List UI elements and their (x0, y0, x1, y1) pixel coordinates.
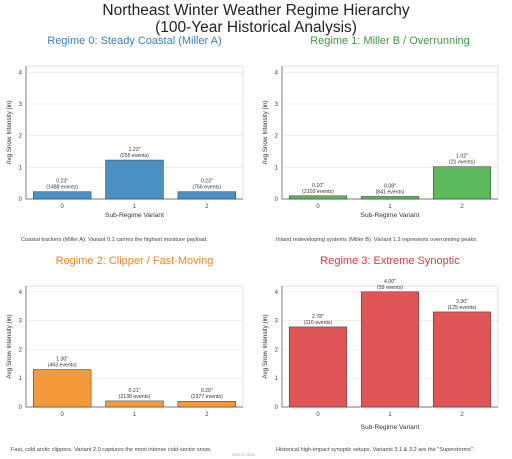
y-tick-label: 0 (19, 405, 23, 411)
y-tick-label: 3 (275, 102, 279, 108)
x-tick-label: 0 (60, 204, 64, 210)
bar-event-label: (2138 events) (119, 394, 151, 400)
bar-event-label: (116 events) (304, 320, 333, 326)
bar-value-label: 0.10" (312, 183, 324, 189)
bar (360, 291, 420, 408)
chart-panel-regime-0: Regime 0: Steady Coastal (Miller A) 0 1 2 3 4… (6, 35, 244, 219)
caption-regime-0: Coastal trackers (Miller A). Variant 0.1… (21, 237, 208, 243)
bar-event-label: (463 events) (48, 363, 77, 369)
y-tick-label: 0 (275, 197, 279, 203)
x-tick-label: 0 (316, 412, 320, 418)
bar (360, 196, 420, 200)
y-axis-label: Avg Snow Intensity (in) (262, 100, 269, 164)
bar-event-label: (756 events) (192, 185, 221, 191)
bar-event-label: (21 events) (449, 160, 475, 166)
chart-panel-regime-1: Regime 1: Miller B / Overrunning 0 1 2 3 4 Avg… (262, 35, 499, 219)
y-tick-label: 2 (19, 347, 23, 353)
y-tick-label: 2 (275, 347, 279, 353)
bar-value-label: 2.78" (312, 314, 324, 320)
y-tick-label: 4 (19, 290, 23, 296)
bar-value-label: 0.20" (201, 388, 213, 394)
watermark-text: station data (232, 452, 256, 457)
bar (32, 191, 92, 200)
panel-title: Regime 0: Steady Coastal (Miller A) (47, 35, 221, 47)
bar (288, 326, 348, 408)
panel-title: Regime 1: Miller B / Overrunning (310, 35, 470, 47)
bar-value-label: 0.08" (384, 183, 396, 189)
bar (177, 191, 237, 200)
y-tick-label: 3 (19, 102, 23, 108)
x-axis-label: Sub-Regime Variant (361, 212, 420, 219)
bar-value-label: 0.23" (56, 179, 68, 185)
bar-value-label: 0.21" (129, 388, 141, 394)
bar-event-label: (2377 events) (191, 394, 223, 400)
x-tick-label: 2 (460, 412, 464, 418)
x-tick-label: 2 (205, 204, 209, 210)
y-tick-label: 1 (275, 165, 279, 171)
x-tick-label: 1 (388, 412, 392, 418)
bar (432, 166, 492, 200)
y-tick-label: 4 (275, 70, 279, 76)
bar-value-label: 1.02" (456, 154, 468, 160)
y-tick-label: 2 (275, 134, 279, 140)
bar (32, 369, 92, 408)
y-tick-label: 1 (19, 165, 23, 171)
caption-regime-1: Inland redeveloping systems (Miller B). … (276, 237, 478, 243)
y-axis-label: Avg Snow Intensity (in) (6, 314, 13, 378)
y-tick-label: 3 (19, 319, 23, 325)
bar-value-label: 1.23" (129, 147, 141, 153)
y-tick-label: 3 (275, 319, 279, 325)
bar (177, 400, 237, 408)
bar-event-label: (1488 events) (46, 185, 78, 191)
x-tick-label: 0 (316, 204, 320, 210)
y-tick-label: 2 (19, 134, 23, 140)
bar (432, 311, 492, 408)
bar (105, 159, 164, 200)
chart-panel-regime-3: Regime 3: Extreme Synoptic 0 1 2 3 4 Avg Snow … (262, 255, 499, 431)
bar-value-label: 0.23" (201, 179, 213, 185)
bar-event-label: (2103 events) (302, 189, 334, 195)
x-tick-label: 1 (388, 204, 392, 210)
x-tick-label: 2 (205, 412, 209, 418)
panel-title: Regime 3: Extreme Synoptic (320, 255, 460, 267)
chart-panel-regime-2: Regime 2: Clipper / Fast-Moving 0 1 2 3 4 Avg … (6, 255, 244, 418)
y-axis-label: Avg Snow Intensity (in) (262, 314, 269, 378)
x-tick-label: 1 (133, 204, 137, 210)
x-axis-label: Sub-Regime Variant (361, 424, 420, 431)
bar-event-label: (125 events) (448, 305, 477, 311)
figure-title-line1: Northeast Winter Weather Regime Hierarch… (102, 2, 410, 19)
y-tick-label: 0 (19, 197, 23, 203)
bar-value-label: 1.30" (56, 357, 68, 363)
caption-regime-3: Historical high-impact synoptic setups. … (276, 447, 475, 453)
bar (288, 195, 348, 200)
bar-value-label: 3.30" (456, 299, 468, 305)
x-axis-label: Sub-Regime Variant (105, 212, 164, 219)
bar (105, 400, 164, 408)
panel-title: Regime 2: Clipper / Fast-Moving (56, 255, 214, 267)
x-tick-label: 0 (60, 412, 64, 418)
bar-event-label: (255 events) (120, 153, 149, 159)
bar-event-label: (841 events) (376, 189, 405, 195)
y-tick-label: 0 (275, 405, 279, 411)
bar-value-label: 4.00" (384, 279, 396, 285)
x-tick-label: 1 (133, 412, 137, 418)
y-tick-label: 1 (275, 376, 279, 382)
y-axis-label: Avg Snow Intensity (in) (6, 100, 13, 164)
y-tick-label: 4 (19, 70, 23, 76)
bar-event-label: (59 events) (377, 285, 403, 291)
figure-title-line2: (100-Year Historical Analysis) (155, 19, 357, 36)
figure-title: Northeast Winter Weather Regime Hierarch… (0, 2, 512, 36)
x-tick-label: 2 (460, 204, 464, 210)
caption-regime-2: Fast, cold arctic clippers. Variant 2.0 … (11, 447, 212, 453)
y-tick-label: 4 (275, 290, 279, 296)
y-tick-label: 1 (19, 376, 23, 382)
